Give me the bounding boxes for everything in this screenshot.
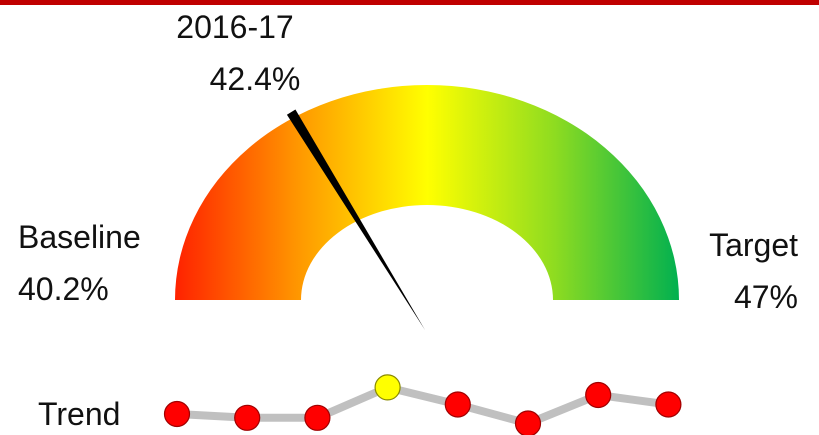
- top-rule: [0, 0, 819, 5]
- trend-marker: [655, 391, 682, 418]
- needle: [286, 109, 425, 330]
- max-label: Target: [709, 227, 798, 263]
- value-name: 2016-17: [176, 9, 293, 45]
- trend-marker: [444, 391, 471, 418]
- trend-label: Trend: [38, 396, 120, 432]
- trend-marker: [374, 374, 401, 401]
- gauge-band: [175, 85, 679, 300]
- value-label: 42.4%: [210, 61, 301, 97]
- min-value-label: 40.2%: [18, 271, 109, 307]
- trend-marker: [234, 404, 261, 431]
- trend-marker: [163, 400, 191, 428]
- min-label: Baseline: [18, 219, 141, 255]
- trend-marker: [585, 381, 612, 409]
- trend-marker: [514, 410, 542, 435]
- max-value-label: 47%: [734, 279, 798, 315]
- trend-marker: [304, 404, 331, 431]
